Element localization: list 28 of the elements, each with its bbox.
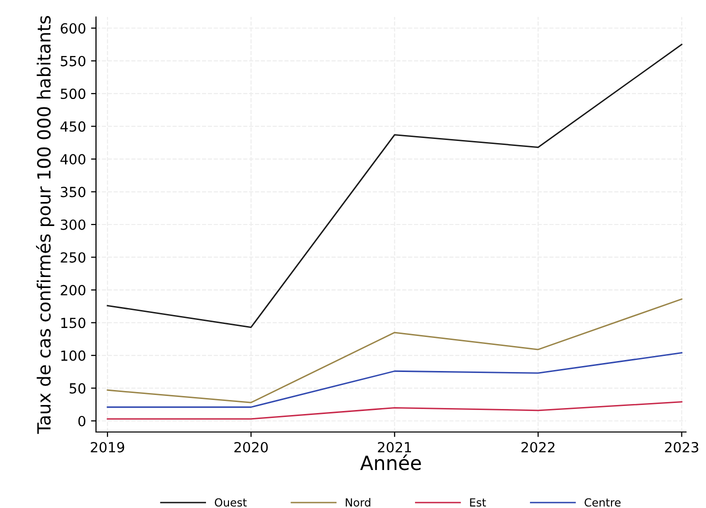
y-tick-label: 200 [60, 284, 86, 296]
y-tick-label: 600 [60, 23, 86, 34]
y-tick-label: 550 [60, 56, 86, 66]
y-tick-label: 450 [60, 121, 86, 132]
x-axis-title: Année [360, 454, 421, 470]
legend-label: Nord [346, 498, 370, 507]
y-axis-title: Taux de cas confirmés pour 100 000 habitants [36, 16, 54, 434]
y-tick-label: 300 [60, 219, 86, 230]
x-tick-label: 2020 [234, 442, 268, 452]
y-tick-label: 50 [70, 383, 86, 394]
legend-label: Centre [584, 498, 621, 507]
line-series [106, 298, 682, 404]
y-tick-label: 500 [60, 88, 86, 100]
line-series [106, 352, 682, 408]
x-tick-label: 2022 [521, 442, 554, 452]
y-tick-label: 0 [78, 416, 86, 426]
x-tick-label: 2023 [665, 442, 698, 452]
y-tick-label: 100 [61, 350, 86, 361]
line-series [106, 44, 682, 328]
x-tick-label: 2019 [90, 442, 124, 452]
legend-label: Ouest [214, 498, 247, 507]
y-tick-label: 150 [61, 318, 86, 328]
y-tick-label: 250 [60, 252, 86, 263]
legend-label: Est [470, 498, 486, 507]
y-tick-label: 400 [60, 154, 86, 165]
x-tick-label: 2021 [378, 442, 411, 452]
y-tick-label: 350 [60, 186, 86, 198]
line-series [106, 401, 682, 420]
